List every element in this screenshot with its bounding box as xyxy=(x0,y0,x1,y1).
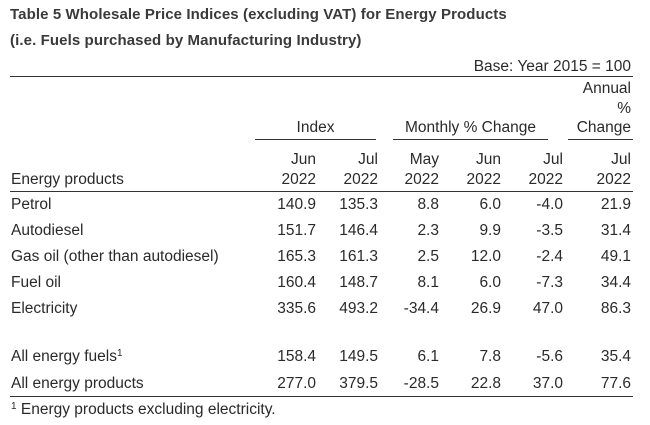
row-label-text: Petrol xyxy=(11,196,52,213)
column-header-year: 2022 xyxy=(596,171,631,188)
row-label-text: Electricity xyxy=(11,300,78,317)
table-cell: 2.5 xyxy=(417,248,439,265)
table-cell: 6.0 xyxy=(479,274,501,291)
table-cell: 148.7 xyxy=(339,274,378,291)
footnote-text: Energy products excluding electricity. xyxy=(20,401,276,418)
table-cell: 26.9 xyxy=(470,300,501,317)
table-cell: 335.6 xyxy=(277,300,316,317)
table-cell: 35.4 xyxy=(600,348,631,365)
bottom-rule xyxy=(10,396,633,397)
footnote-marker: 1 xyxy=(11,401,17,412)
row-label: All energy fuels1 xyxy=(11,348,123,366)
table-cell: 493.2 xyxy=(339,300,378,317)
row-label: Fuel oil xyxy=(11,274,61,292)
footnote-reference: 1 xyxy=(116,348,123,359)
row-header-label: Energy products xyxy=(11,171,124,188)
column-header-year: 2022 xyxy=(343,171,378,188)
column-header-month: May xyxy=(409,151,439,168)
table-cell: 77.6 xyxy=(600,375,631,392)
table-cell: 165.3 xyxy=(277,248,316,265)
table-cell: -2.4 xyxy=(536,248,563,265)
table-cell: 7.8 xyxy=(479,348,501,365)
column-header-month: Jul xyxy=(358,151,378,168)
table-cell: 22.8 xyxy=(470,375,501,392)
index-group-header: Index xyxy=(296,119,335,136)
table-cell: -34.4 xyxy=(403,300,439,317)
table-cell: -7.3 xyxy=(536,274,563,291)
column-header-month: Jun xyxy=(476,151,501,168)
table-cell: 31.4 xyxy=(600,222,631,239)
base-note: Base: Year 2015 = 100 xyxy=(473,58,631,75)
row-label: All energy products xyxy=(11,375,144,393)
table-cell: 47.0 xyxy=(532,300,563,317)
row-label: Autodiesel xyxy=(11,222,83,240)
row-label: Gas oil (other than autodiesel) xyxy=(11,248,219,266)
table-cell: 140.9 xyxy=(277,196,316,213)
table-cell: 49.1 xyxy=(600,248,631,265)
row-label-text: All energy products xyxy=(11,375,144,392)
table-subtitle: (i.e. Fuels purchased by Manufacturing I… xyxy=(10,32,362,49)
column-header-year: 2022 xyxy=(281,171,316,188)
table-cell: 12.0 xyxy=(470,248,501,265)
table-cell: 21.9 xyxy=(600,196,631,213)
table-cell: 2.3 xyxy=(417,222,439,239)
table-cell: -3.5 xyxy=(536,222,563,239)
table-cell: 8.1 xyxy=(417,274,439,291)
column-header-month: Jun xyxy=(291,151,316,168)
table-cell: 158.4 xyxy=(277,348,316,365)
index-group-rule xyxy=(255,139,376,140)
column-header-month: Jul xyxy=(543,151,563,168)
column-header-year: 2022 xyxy=(466,171,501,188)
row-label: Electricity xyxy=(11,300,77,318)
table-cell: 379.5 xyxy=(339,375,378,392)
table-cell: 34.4 xyxy=(600,274,631,291)
monthly-group-rule xyxy=(393,139,548,140)
column-header-year: 2022 xyxy=(528,171,563,188)
table-cell: -4.0 xyxy=(536,196,563,213)
table-cell: 86.3 xyxy=(600,300,631,317)
monthly-change-group-header: Monthly % Change xyxy=(405,119,536,136)
table-cell: 277.0 xyxy=(277,375,316,392)
table-cell: 160.4 xyxy=(277,274,316,291)
row-label-text: Gas oil (other than autodiesel) xyxy=(11,248,219,265)
table-cell: 6.1 xyxy=(417,348,439,365)
annual-group-rule xyxy=(568,139,633,140)
table-cell: 161.3 xyxy=(339,248,378,265)
annual-header-line3: Change xyxy=(576,119,631,136)
table-cell: 135.3 xyxy=(339,196,378,213)
column-header-year: 2022 xyxy=(404,171,439,188)
row-label-text: Fuel oil xyxy=(11,274,61,291)
table-cell: -28.5 xyxy=(403,375,439,392)
table-cell: 151.7 xyxy=(277,222,316,239)
row-label-text: Autodiesel xyxy=(11,222,84,239)
table-cell: 8.8 xyxy=(417,196,439,213)
table-cell: 37.0 xyxy=(532,375,563,392)
annual-header-line2: % xyxy=(617,100,631,117)
table-title: Table 5 Wholesale Price Indices (excludi… xyxy=(10,6,507,23)
table-cell: 149.5 xyxy=(339,348,378,365)
table-cell: 146.4 xyxy=(339,222,378,239)
row-label-text: All energy fuels xyxy=(11,348,117,365)
top-rule xyxy=(10,76,633,77)
table-cell: 6.0 xyxy=(479,196,501,213)
footnote: 1 Energy products excluding electricity. xyxy=(11,401,276,419)
column-header-month: Jul xyxy=(611,151,631,168)
table-cell: -5.6 xyxy=(536,348,563,365)
table-cell: 9.9 xyxy=(479,222,501,239)
annual-header-line1: Annual xyxy=(582,80,631,97)
header-bottom-rule xyxy=(10,191,633,192)
row-label: Petrol xyxy=(11,196,52,214)
